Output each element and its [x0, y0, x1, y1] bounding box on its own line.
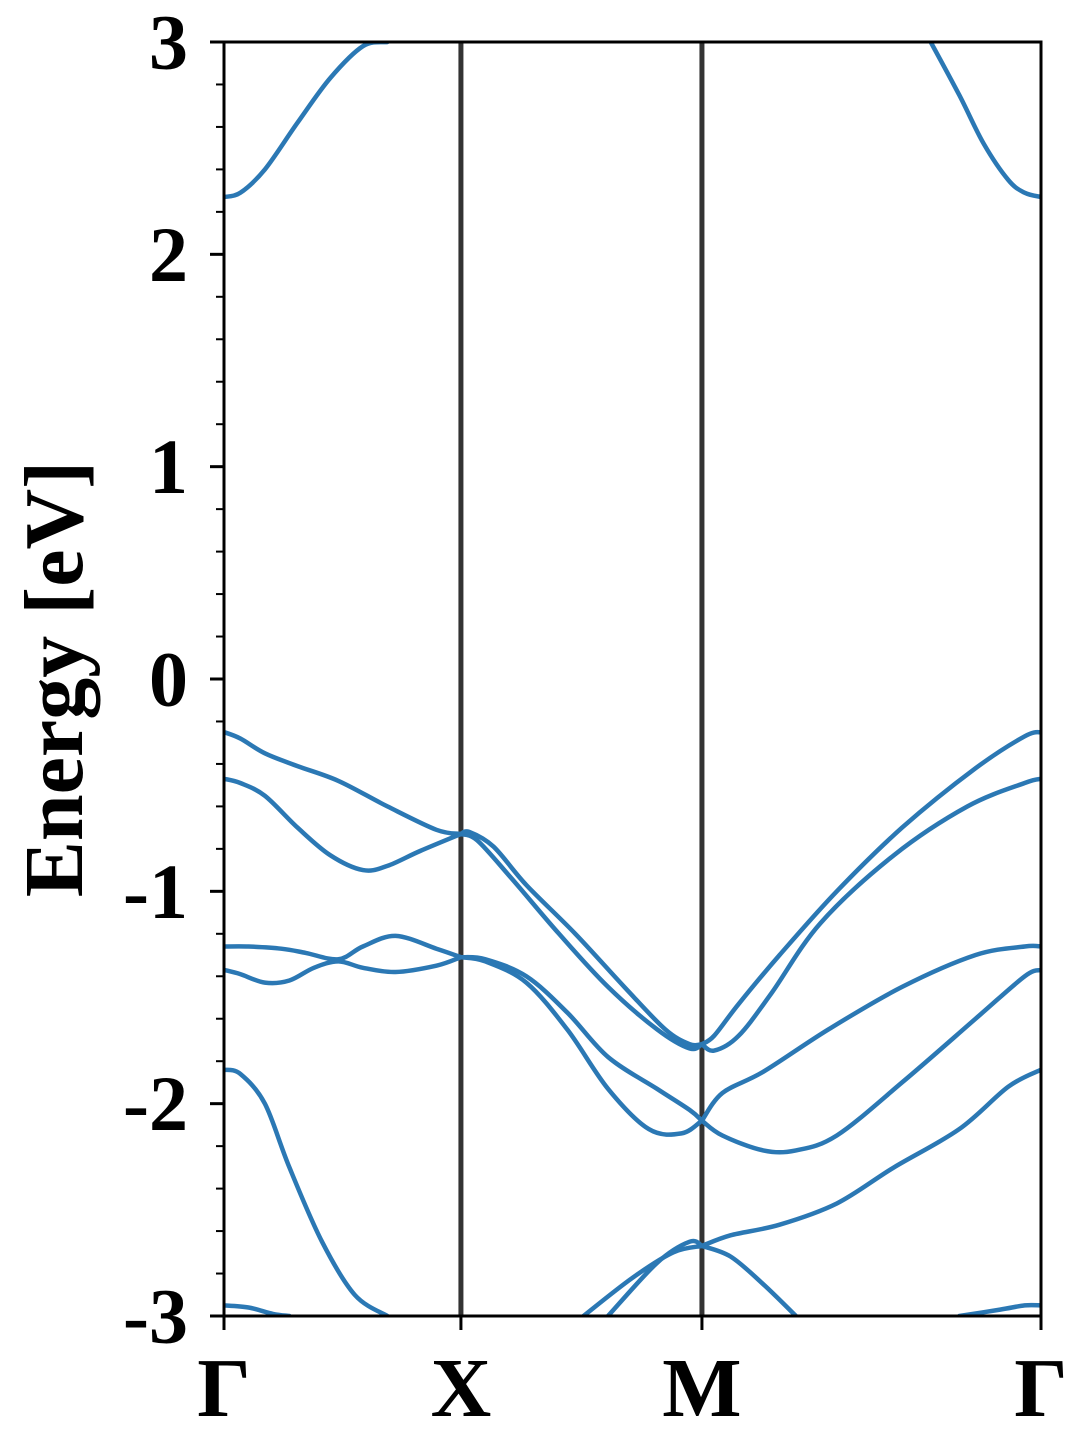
plot-frame	[222, 40, 1043, 1318]
band-line	[458, 831, 705, 1052]
symmetry-divider-group	[458, 42, 705, 1316]
x-tick-label: X	[431, 1342, 492, 1435]
x-tick-label: Γ	[197, 1342, 250, 1435]
band-line	[224, 1303, 292, 1316]
band-line	[699, 1067, 1041, 1249]
band-line	[224, 729, 464, 837]
band-line	[699, 967, 1041, 1155]
y-tick-label: -1	[123, 848, 188, 935]
band-line	[581, 1243, 705, 1316]
band-line	[224, 42, 390, 200]
band-line	[458, 954, 705, 1123]
y-tick-label: 0	[149, 636, 188, 723]
band-line	[699, 729, 1041, 1047]
band-line	[928, 42, 1041, 200]
band-line	[699, 776, 1041, 1054]
band-line	[458, 829, 705, 1048]
y-tick-label: -3	[123, 1273, 188, 1360]
band-line	[224, 954, 464, 986]
band-line	[224, 933, 464, 962]
band-line	[605, 1238, 705, 1316]
y-axis-title: Energy [eV]	[8, 461, 101, 897]
band-line	[458, 954, 705, 1137]
x-tick-label: M	[662, 1342, 741, 1435]
y-tick-labels: -3 -2 -1 0 1 2 3	[123, 0, 188, 1360]
y-tick-label: 2	[149, 211, 188, 298]
major-tick-group	[210, 40, 1043, 1330]
band-line	[224, 1067, 390, 1316]
y-tick-label: -2	[123, 1060, 188, 1147]
band-line	[699, 943, 1041, 1123]
band-line	[224, 776, 464, 873]
y-tick-label: 1	[149, 423, 188, 510]
x-tick-label: Γ	[1014, 1342, 1067, 1435]
y-tick-label: 3	[149, 0, 188, 86]
band-line	[699, 1243, 799, 1316]
band-lines-group	[224, 42, 1041, 1316]
band-line	[957, 1302, 1041, 1316]
